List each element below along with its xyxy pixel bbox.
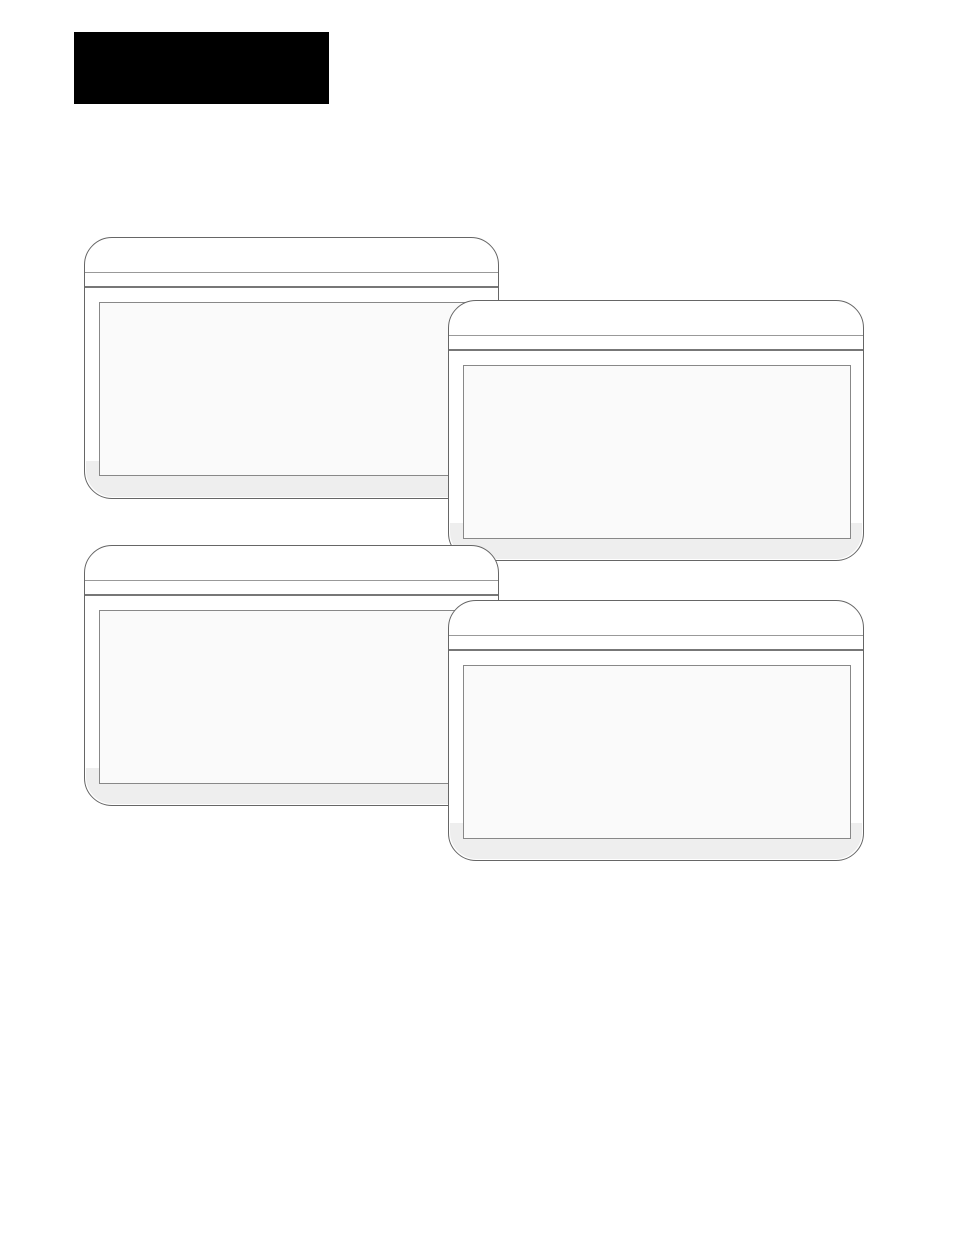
card-content-area: [99, 302, 486, 476]
window-card: [448, 300, 864, 561]
card-content-area: [99, 610, 486, 784]
window-card: [448, 600, 864, 861]
card-content-area: [463, 665, 851, 839]
card-divider-line: [449, 335, 863, 336]
header-block: [74, 32, 329, 104]
card-content-area: [463, 365, 851, 539]
card-divider-line: [449, 635, 863, 636]
card-divider-line: [449, 349, 863, 351]
card-divider-line: [85, 580, 498, 581]
card-divider-line: [449, 649, 863, 651]
window-card: [84, 545, 499, 806]
card-divider-line: [85, 594, 498, 596]
window-card: [84, 237, 499, 499]
card-divider-line: [85, 286, 498, 288]
card-divider-line: [85, 272, 498, 273]
